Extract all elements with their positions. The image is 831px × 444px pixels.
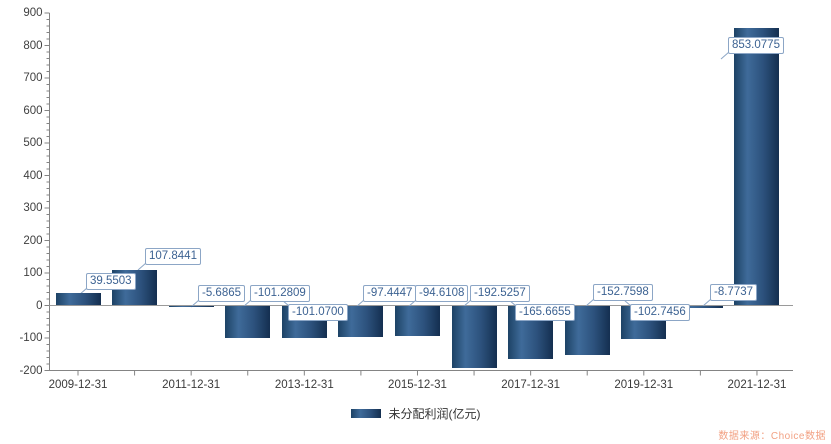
value-label: -101.0700 [288, 304, 348, 321]
callout-line [720, 51, 730, 60]
y-axis-label: -200 [19, 364, 43, 377]
x-axis-label: 2021-12-31 [727, 378, 787, 391]
y-axis-label: 800 [23, 39, 43, 52]
value-label: -102.7456 [630, 304, 690, 321]
value-label: -5.6865 [198, 285, 246, 302]
value-label: -165.6655 [515, 304, 575, 321]
y-axis-label: 200 [23, 234, 43, 247]
x-axis-label: 2017-12-31 [501, 378, 561, 391]
value-label: -152.7598 [593, 284, 653, 301]
value-label: -8.7737 [710, 284, 758, 301]
callout-line [623, 299, 632, 307]
legend: 未分配利润(亿元) [0, 404, 831, 422]
source-attribution: 数据来源：Choice数据 [718, 431, 826, 442]
x-axis-label: 2019-12-31 [614, 378, 674, 391]
y-axis-label: 900 [23, 7, 43, 19]
y-axis-label: 0 [36, 299, 43, 312]
bar-2011-12-31[interactable] [168, 305, 214, 308]
value-label: 853.0775 [728, 37, 784, 54]
bar-2009-12-31[interactable] [55, 292, 101, 306]
legend-item-label: 未分配利润(亿元) [388, 406, 481, 421]
bar-2020-12-31[interactable] [677, 305, 723, 309]
value-label: -192.5257 [470, 285, 530, 302]
callout-line [585, 298, 595, 307]
x-axis-label: 2011-12-31 [162, 378, 221, 391]
y-axis-label: 300 [23, 202, 43, 214]
bar-2012-12-31[interactable] [225, 305, 271, 339]
value-label: -101.2809 [250, 285, 310, 302]
legend-swatch [350, 408, 381, 418]
callout-line [137, 262, 147, 271]
x-axis-label: 2009-12-31 [48, 378, 108, 391]
y-axis-label: -100 [19, 332, 43, 344]
callout-line [702, 298, 712, 307]
bar-2021-12-31[interactable] [734, 28, 780, 306]
bar-2016-12-31[interactable] [451, 305, 497, 369]
value-label: 39.5503 [86, 273, 136, 290]
y-axis-label: 600 [23, 104, 43, 117]
y-axis-label: 500 [23, 137, 43, 149]
bar-2015-12-31[interactable] [394, 305, 440, 337]
value-label: -97.4447 [363, 285, 417, 302]
y-axis-label: 700 [23, 72, 43, 84]
x-axis-label: 2015-12-31 [388, 378, 447, 391]
x-axis-label: 2013-12-31 [274, 378, 334, 391]
y-axis-label: 400 [23, 169, 43, 182]
value-label: 107.8441 [145, 248, 201, 265]
value-label: -94.6108 [415, 285, 469, 302]
y-axis-label: 100 [23, 267, 43, 279]
legend-item[interactable]: 未分配利润(亿元) [350, 405, 481, 422]
